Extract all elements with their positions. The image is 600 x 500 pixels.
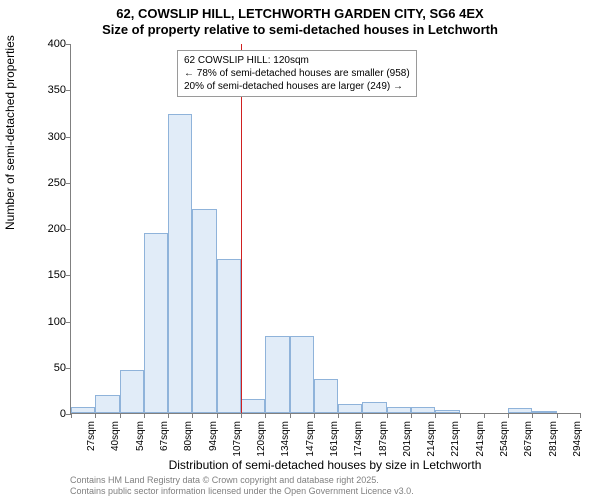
- annotation-larger: 20% of semi-detached houses are larger (…: [184, 80, 410, 93]
- x-tick-label: 254sqm: [499, 421, 510, 471]
- x-tick-label: 201sqm: [402, 421, 413, 471]
- y-tick: [66, 229, 71, 230]
- x-tick: [168, 413, 169, 418]
- x-tick-label: 147sqm: [305, 421, 316, 471]
- x-tick-label: 281sqm: [548, 421, 559, 471]
- histogram-bar: [144, 233, 168, 413]
- x-tick: [532, 413, 533, 418]
- histogram-bar: [120, 370, 144, 413]
- x-tick: [71, 413, 72, 418]
- y-tick: [66, 368, 71, 369]
- x-tick: [217, 413, 218, 418]
- property-size-chart: 62, COWSLIP HILL, LETCHWORTH GARDEN CITY…: [0, 0, 600, 500]
- y-tick-label: 400: [48, 38, 66, 50]
- histogram-bar: [411, 407, 435, 413]
- histogram-bar: [192, 209, 216, 413]
- histogram-bar: [314, 379, 338, 413]
- x-tick: [508, 413, 509, 418]
- x-tick: [435, 413, 436, 418]
- histogram-bar: [290, 336, 314, 413]
- y-axis-label: Number of semi-detached properties: [3, 35, 17, 230]
- y-tick-label: 200: [48, 223, 66, 235]
- y-tick-label: 100: [48, 316, 66, 328]
- y-tick-label: 300: [48, 131, 66, 143]
- y-tick-label: 150: [48, 269, 66, 281]
- x-tick-label: 174sqm: [353, 421, 364, 471]
- plot-area: 62 COWSLIP HILL: 120sqm← 78% of semi-det…: [70, 44, 580, 414]
- x-tick-label: 187sqm: [378, 421, 389, 471]
- x-tick: [120, 413, 121, 418]
- histogram-bar: [362, 402, 386, 413]
- histogram-bar: [508, 408, 532, 413]
- y-tick-label: 50: [54, 362, 66, 374]
- x-tick: [241, 413, 242, 418]
- x-tick-label: 120sqm: [256, 421, 267, 471]
- x-tick: [362, 413, 363, 418]
- footer-copyright: Contains HM Land Registry data © Crown c…: [70, 475, 414, 486]
- x-tick: [314, 413, 315, 418]
- x-tick-label: 40sqm: [110, 421, 121, 471]
- y-tick: [66, 44, 71, 45]
- x-tick: [144, 413, 145, 418]
- x-tick-label: 67sqm: [159, 421, 170, 471]
- chart-title-description: Size of property relative to semi-detach…: [0, 22, 600, 37]
- histogram-bar: [532, 411, 556, 413]
- x-tick: [411, 413, 412, 418]
- chart-footer: Contains HM Land Registry data © Crown c…: [70, 475, 414, 497]
- histogram-bar: [168, 114, 192, 413]
- y-tick: [66, 90, 71, 91]
- x-tick-label: 241sqm: [475, 421, 486, 471]
- x-tick: [338, 413, 339, 418]
- histogram-bar: [217, 259, 241, 413]
- x-tick: [95, 413, 96, 418]
- x-tick: [290, 413, 291, 418]
- histogram-bar: [435, 410, 459, 413]
- y-tick-label: 350: [48, 84, 66, 96]
- x-tick-label: 94sqm: [208, 421, 219, 471]
- y-tick: [66, 137, 71, 138]
- x-tick-label: 80sqm: [183, 421, 194, 471]
- x-tick: [460, 413, 461, 418]
- x-tick: [580, 413, 581, 418]
- histogram-bar: [338, 404, 362, 413]
- y-tick: [66, 275, 71, 276]
- footer-licence: Contains public sector information licen…: [70, 486, 414, 497]
- y-tick: [66, 183, 71, 184]
- histogram-bar: [265, 336, 289, 413]
- y-tick-label: 0: [60, 408, 66, 420]
- x-tick-label: 54sqm: [135, 421, 146, 471]
- histogram-bar: [71, 407, 95, 413]
- x-tick-label: 27sqm: [86, 421, 97, 471]
- y-tick-label: 250: [48, 177, 66, 189]
- x-tick-label: 267sqm: [523, 421, 534, 471]
- x-tick-label: 221sqm: [450, 421, 461, 471]
- chart-title-address: 62, COWSLIP HILL, LETCHWORTH GARDEN CITY…: [0, 6, 600, 21]
- y-tick: [66, 322, 71, 323]
- annotation-smaller: ← 78% of semi-detached houses are smalle…: [184, 67, 410, 80]
- x-tick-label: 107sqm: [232, 421, 243, 471]
- reference-line: [241, 44, 242, 413]
- annotation-subject: 62 COWSLIP HILL: 120sqm: [184, 54, 410, 67]
- histogram-bar: [241, 399, 265, 413]
- histogram-bar: [95, 395, 119, 414]
- x-tick: [265, 413, 266, 418]
- x-tick-label: 294sqm: [572, 421, 583, 471]
- x-tick-label: 134sqm: [280, 421, 291, 471]
- x-tick: [387, 413, 388, 418]
- x-tick-label: 161sqm: [329, 421, 340, 471]
- x-tick-label: 214sqm: [426, 421, 437, 471]
- x-tick: [484, 413, 485, 418]
- histogram-bar: [387, 407, 411, 413]
- x-tick: [557, 413, 558, 418]
- annotation-box: 62 COWSLIP HILL: 120sqm← 78% of semi-det…: [177, 50, 417, 97]
- x-tick: [192, 413, 193, 418]
